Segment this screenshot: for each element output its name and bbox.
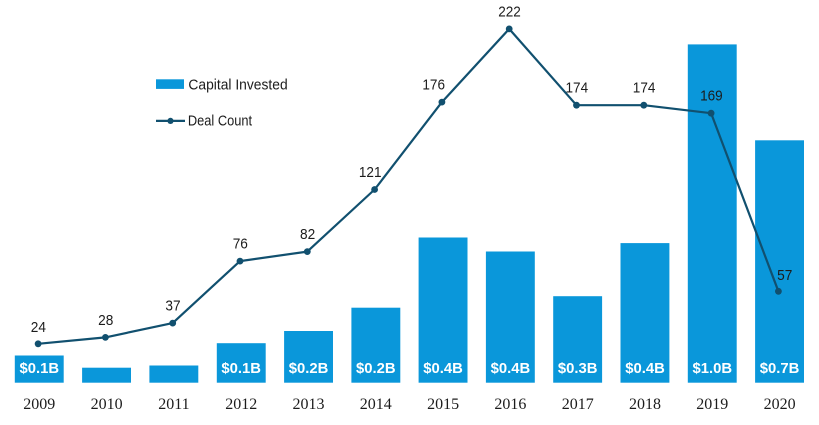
svg-text:82: 82 — [300, 226, 315, 243]
svg-text:2014: 2014 — [360, 396, 392, 413]
svg-text:$0.2B: $0.2B — [356, 360, 396, 377]
svg-text:2018: 2018 — [629, 396, 661, 413]
svg-text:2013: 2013 — [293, 396, 325, 413]
svg-text:$0.1B: $0.1B — [20, 360, 60, 377]
svg-text:$0.2B: $0.2B — [289, 360, 329, 377]
svg-text:121: 121 — [359, 164, 382, 181]
svg-text:$0.4B: $0.4B — [423, 360, 463, 377]
svg-text:24: 24 — [31, 319, 46, 336]
svg-text:2019: 2019 — [696, 396, 728, 413]
svg-text:76: 76 — [233, 236, 248, 253]
svg-text:2009: 2009 — [23, 396, 55, 413]
svg-text:2010: 2010 — [91, 396, 123, 413]
svg-text:174: 174 — [633, 80, 656, 97]
svg-text:2012: 2012 — [225, 396, 257, 413]
svg-text:57: 57 — [777, 267, 792, 284]
svg-text:$0.7B: $0.7B — [760, 360, 800, 377]
svg-text:169: 169 — [700, 88, 723, 105]
svg-text:28: 28 — [98, 312, 113, 329]
svg-text:2020: 2020 — [764, 396, 796, 413]
svg-text:$0.4B: $0.4B — [625, 360, 665, 377]
svg-text:$0.4B: $0.4B — [491, 360, 531, 377]
svg-text:Capital Invested: Capital Invested — [188, 77, 287, 94]
svg-text:2017: 2017 — [562, 396, 594, 413]
svg-text:Deal Count: Deal Count — [188, 112, 253, 129]
svg-text:176: 176 — [422, 77, 445, 94]
svg-text:$0.3B: $0.3B — [558, 360, 598, 377]
svg-text:2016: 2016 — [494, 396, 526, 413]
svg-text:37: 37 — [165, 298, 180, 315]
svg-text:$1.0B: $1.0B — [693, 360, 733, 377]
svg-text:$0.1B: $0.1B — [221, 360, 261, 377]
svg-text:222: 222 — [498, 3, 521, 20]
svg-text:2011: 2011 — [158, 396, 189, 413]
svg-text:2015: 2015 — [427, 396, 459, 413]
svg-text:174: 174 — [566, 80, 589, 97]
